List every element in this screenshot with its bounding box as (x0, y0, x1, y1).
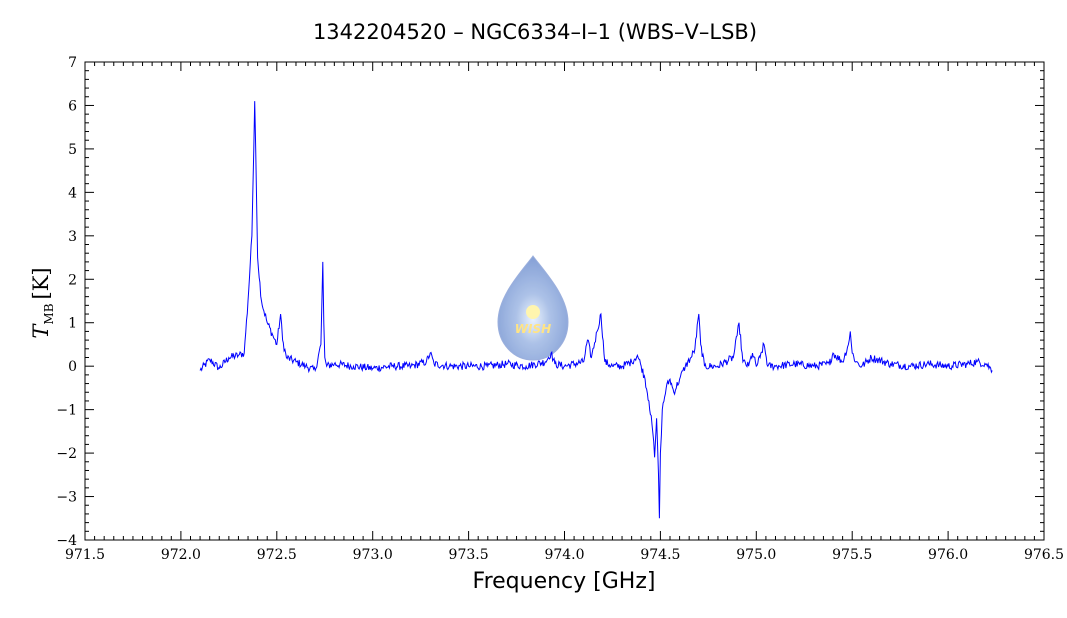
x-tick-label: 972.5 (257, 547, 297, 563)
plot-frame (84, 61, 1045, 541)
y-tick-label: 5 (68, 142, 77, 158)
y-tick-label: 7 (68, 55, 77, 71)
y-tick-label: −4 (56, 533, 77, 549)
y-axis-label-subscript: MB (42, 303, 56, 324)
y-axis-label-unit: [K] (29, 267, 53, 299)
axis-ticks (84, 61, 1045, 541)
y-axis-label: TMB [K] (29, 267, 56, 338)
wish-logo: WISH (497, 255, 569, 361)
x-tick-label: 974.0 (544, 547, 584, 563)
y-tick-label: −3 (56, 490, 77, 506)
x-tick-label: 974.5 (640, 547, 680, 563)
x-tick-label: 973.5 (449, 547, 489, 563)
y-tick-label: 2 (68, 272, 77, 288)
wish-text: WISH (515, 322, 551, 336)
x-tick-label: 971.5 (65, 547, 105, 563)
series-layer (199, 101, 993, 519)
y-tick-labels: −4 −3 −2 −1 0 1 2 3 4 5 6 7 (56, 55, 77, 549)
x-tick-label: 975.5 (832, 547, 872, 563)
x-tick-label: 975.0 (736, 547, 776, 563)
y-tick-label: 1 (68, 316, 77, 332)
y-tick-label: 6 (68, 98, 77, 114)
svg-text:TMB[K]: TMB [K] (29, 267, 56, 338)
chart-title: 1342204520 – NGC6334–I–1 (WBS–V–LSB) (313, 20, 757, 44)
y-tick-label: 0 (68, 359, 77, 375)
y-axis-label-symbol: T (29, 323, 53, 339)
x-axis-label: Frequency [GHz] (473, 569, 656, 594)
y-tick-label: 3 (68, 229, 77, 245)
x-tick-labels: 971.5 972.0 972.5 973.0 973.5 974.0 974.5 975.0… (65, 547, 1064, 563)
y-tick-label: −2 (56, 446, 77, 462)
wish-star-icon (526, 305, 540, 319)
x-tick-label: 973.0 (353, 547, 393, 563)
x-tick-label: 976.5 (1024, 547, 1064, 563)
x-tick-label: 976.0 (928, 547, 968, 563)
plot-area (84, 61, 1045, 541)
x-tick-label: 972.0 (161, 547, 201, 563)
series-line (199, 101, 993, 519)
y-tick-label: 4 (68, 185, 77, 201)
y-tick-label: −1 (56, 403, 77, 419)
